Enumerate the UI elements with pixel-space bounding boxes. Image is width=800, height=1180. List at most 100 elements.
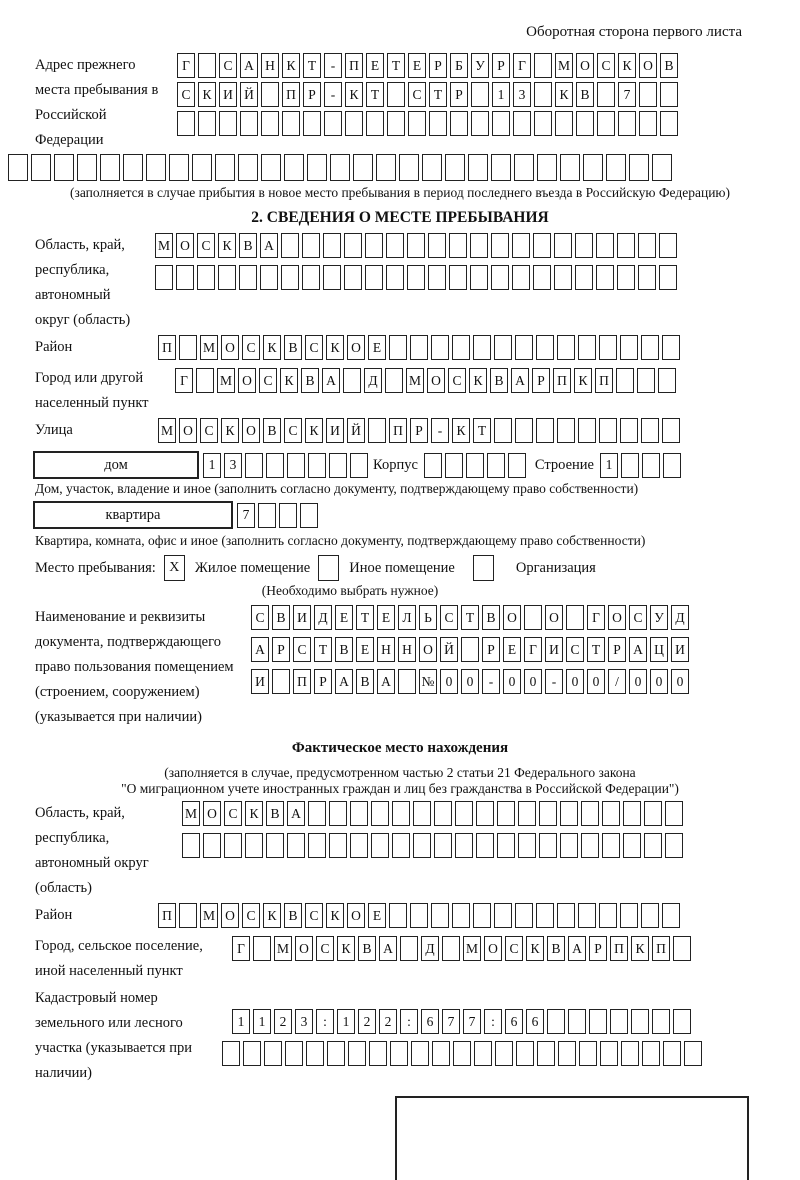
form-cell[interactable] <box>602 833 620 858</box>
form-cell[interactable] <box>471 82 489 107</box>
form-cell[interactable]: 1 <box>232 1009 250 1034</box>
form-cell[interactable]: Р <box>589 936 607 961</box>
form-cell[interactable] <box>368 418 386 443</box>
form-cell[interactable] <box>662 452 681 478</box>
form-cell[interactable]: А <box>240 53 258 78</box>
form-cell[interactable] <box>449 233 467 258</box>
form-cell[interactable] <box>621 1041 639 1066</box>
form-cell[interactable]: И <box>326 418 344 443</box>
form-cell[interactable]: К <box>631 936 649 961</box>
form-cell[interactable]: Г <box>175 368 193 393</box>
form-cell[interactable]: Л <box>398 605 416 630</box>
form-cell[interactable]: И <box>545 637 563 662</box>
form-cell[interactable] <box>560 154 580 181</box>
form-cell[interactable]: А <box>511 368 529 393</box>
form-cell[interactable] <box>557 418 575 443</box>
form-cell[interactable]: И <box>293 605 311 630</box>
form-cell[interactable]: 3 <box>295 1009 313 1034</box>
form-cell[interactable] <box>639 111 657 136</box>
form-cell[interactable] <box>387 82 405 107</box>
form-cell[interactable] <box>445 154 465 181</box>
form-cell[interactable] <box>348 1041 366 1066</box>
form-cell[interactable] <box>660 111 678 136</box>
form-cell[interactable] <box>350 452 368 478</box>
form-cell[interactable]: С <box>448 368 466 393</box>
form-cell[interactable]: С <box>251 605 269 630</box>
form-cell[interactable] <box>659 233 677 258</box>
form-cell[interactable]: К <box>305 418 323 443</box>
form-cell[interactable] <box>239 265 257 290</box>
form-cell[interactable]: 2 <box>379 1009 397 1034</box>
form-cell[interactable]: К <box>282 53 300 78</box>
form-cell[interactable]: Б <box>450 53 468 78</box>
form-cell[interactable]: Е <box>503 637 521 662</box>
form-cell[interactable] <box>411 1041 429 1066</box>
form-cell[interactable] <box>182 833 200 858</box>
form-cell[interactable]: С <box>305 903 323 928</box>
form-cell[interactable] <box>558 1041 576 1066</box>
form-cell[interactable] <box>515 335 533 360</box>
form-cell[interactable]: М <box>158 418 176 443</box>
form-cell[interactable] <box>623 801 641 826</box>
form-cell[interactable]: / <box>608 669 626 694</box>
form-cell[interactable] <box>620 452 639 478</box>
form-cell[interactable]: С <box>259 368 277 393</box>
form-cell[interactable]: П <box>595 368 613 393</box>
form-cell[interactable]: О <box>295 936 313 961</box>
form-cell[interactable]: Д <box>421 936 439 961</box>
form-cell[interactable] <box>434 833 452 858</box>
form-cell[interactable]: 0 <box>461 669 479 694</box>
form-cell[interactable]: А <box>335 669 353 694</box>
form-cell[interactable] <box>514 154 534 181</box>
form-cell[interactable]: В <box>482 605 500 630</box>
form-cell[interactable] <box>452 903 470 928</box>
form-cell[interactable]: Г <box>587 605 605 630</box>
form-cell[interactable]: Р <box>450 82 468 107</box>
form-cell[interactable]: 0 <box>587 669 605 694</box>
form-cell[interactable] <box>196 368 214 393</box>
form-cell[interactable] <box>238 154 258 181</box>
form-cell[interactable] <box>461 637 479 662</box>
form-cell[interactable]: 0 <box>629 669 647 694</box>
form-cell[interactable]: О <box>545 605 563 630</box>
form-cell[interactable]: Р <box>314 669 332 694</box>
form-cell[interactable]: 1 <box>203 452 221 478</box>
form-cell[interactable]: Н <box>261 53 279 78</box>
form-cell[interactable]: М <box>406 368 424 393</box>
form-cell[interactable] <box>306 1041 324 1066</box>
form-cell[interactable] <box>31 154 51 181</box>
form-cell[interactable] <box>600 1041 618 1066</box>
form-cell[interactable]: К <box>263 335 281 360</box>
form-cell[interactable] <box>169 154 189 181</box>
form-cell[interactable] <box>583 154 603 181</box>
form-cell[interactable] <box>400 936 418 961</box>
form-cell[interactable] <box>323 233 341 258</box>
form-cell[interactable]: Р <box>272 637 290 662</box>
form-cell[interactable]: К <box>469 368 487 393</box>
form-cell[interactable] <box>386 233 404 258</box>
form-cell[interactable] <box>547 1009 565 1034</box>
form-cell[interactable] <box>287 452 305 478</box>
form-cell[interactable]: 0 <box>650 669 668 694</box>
form-cell[interactable] <box>491 265 509 290</box>
form-cell[interactable] <box>515 418 533 443</box>
form-cell[interactable] <box>219 111 237 136</box>
form-cell[interactable] <box>281 265 299 290</box>
form-cell[interactable] <box>77 154 97 181</box>
form-cell[interactable] <box>599 903 617 928</box>
form-cell[interactable] <box>476 801 494 826</box>
form-cell[interactable]: Д <box>314 605 332 630</box>
form-cell[interactable]: С <box>566 637 584 662</box>
form-cell[interactable] <box>597 111 615 136</box>
form-cell[interactable] <box>662 903 680 928</box>
form-cell[interactable]: С <box>177 82 195 107</box>
form-cell[interactable] <box>644 801 662 826</box>
form-cell[interactable] <box>410 335 428 360</box>
form-cell[interactable] <box>261 154 281 181</box>
form-cell[interactable]: К <box>280 368 298 393</box>
form-cell[interactable] <box>245 452 263 478</box>
form-cell[interactable]: Р <box>532 368 550 393</box>
form-cell[interactable] <box>287 833 305 858</box>
form-cell[interactable]: 2 <box>358 1009 376 1034</box>
form-cell[interactable]: Е <box>366 53 384 78</box>
